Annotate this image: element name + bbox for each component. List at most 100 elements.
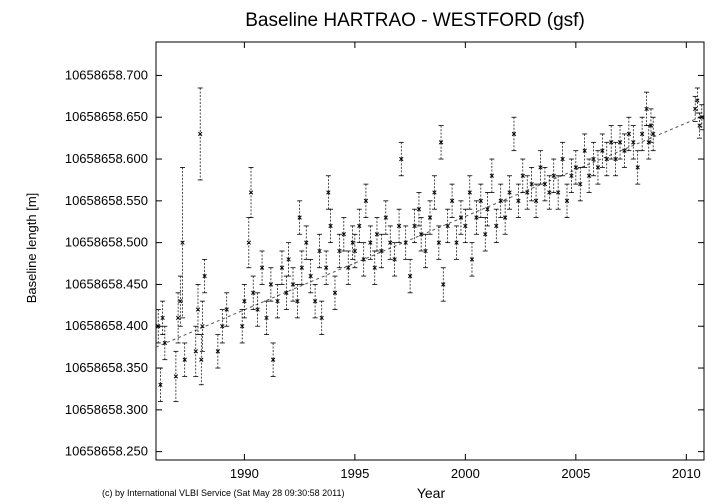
data-point [332, 290, 338, 295]
error-bar [336, 233, 342, 269]
error-bar [383, 200, 389, 235]
data-point [304, 240, 309, 245]
data-point-stroke [248, 190, 254, 195]
error-bar [341, 217, 347, 252]
data-point [403, 240, 408, 245]
data-point-stroke [695, 98, 700, 103]
data-point-stroke [507, 190, 512, 195]
error-bar [546, 175, 552, 210]
data-point [392, 257, 397, 262]
data-point [533, 198, 539, 203]
error-bar [312, 284, 318, 319]
data-point-stroke [240, 324, 245, 329]
data-point-stroke [489, 173, 495, 178]
error-bar [617, 125, 623, 160]
error-bar [392, 242, 398, 277]
data-point [644, 106, 649, 112]
data-point [308, 273, 313, 279]
data-point [341, 232, 346, 237]
data-point-stroke [259, 265, 265, 270]
data-point-stroke [516, 198, 521, 203]
data-point-stroke [436, 240, 441, 245]
y-tick-label: 10658658.600 [65, 151, 148, 166]
error-bar [299, 250, 305, 285]
data-point [695, 98, 700, 103]
data-point [270, 357, 276, 362]
error-bar [537, 150, 543, 185]
data-point-stroke [328, 223, 333, 229]
data-point [483, 232, 488, 237]
data-point [604, 156, 609, 162]
data-point [160, 315, 165, 321]
error-bar [635, 150, 641, 185]
data-point [586, 173, 592, 178]
data-point-stroke [308, 273, 313, 279]
error-bar [489, 158, 495, 193]
data-point [432, 190, 437, 195]
data-point-stroke [202, 273, 207, 279]
trend-line-group [155, 115, 705, 348]
data-point [198, 131, 203, 137]
data-point [199, 357, 204, 362]
data-point-stroke [494, 223, 499, 229]
data-point [328, 223, 333, 229]
x-tick-label: 1990 [230, 466, 259, 481]
data-point-stroke [200, 324, 205, 329]
data-point-stroke [396, 223, 402, 229]
data-point [463, 223, 468, 229]
data-point-stroke [556, 190, 561, 195]
data-point-stroke [586, 173, 592, 178]
data-point-stroke [569, 173, 574, 178]
data-point [631, 140, 636, 145]
data-point-stroke [474, 215, 479, 220]
data-point-stroke [498, 198, 503, 203]
data-point [268, 282, 274, 287]
data-point-stroke [379, 248, 384, 254]
error-bar [493, 208, 499, 244]
data-point-stroke [639, 131, 645, 137]
data-point [591, 156, 596, 162]
error-bar [650, 116, 656, 152]
error-bar [303, 225, 309, 260]
data-point [361, 257, 366, 262]
error-bar [604, 141, 610, 177]
data-point-stroke [162, 340, 167, 346]
data-point [284, 290, 289, 295]
y-axis-ticks: 10658658.250 10658658.300 10658658.350 1065… [65, 67, 704, 459]
data-point-stroke [341, 232, 346, 237]
data-point-stroke [458, 215, 464, 220]
error-bar [484, 192, 490, 227]
data-point-stroke [357, 223, 362, 229]
error-bar [418, 217, 424, 252]
data-point-stroke [299, 265, 304, 270]
data-point [379, 248, 384, 254]
error-bar [403, 225, 409, 260]
data-point-stroke [547, 190, 552, 195]
data-point-stroke [463, 223, 468, 229]
y-tick-label: 10658658.300 [65, 402, 148, 417]
data-point-stroke [651, 131, 656, 137]
data-point-stroke [648, 123, 654, 128]
error-bar [297, 200, 303, 235]
error-bar [699, 104, 705, 131]
data-point-stroke [251, 290, 256, 295]
data-point [202, 273, 207, 279]
chart-title: Baseline HARTRAO - WESTFORD (gsf) [245, 10, 585, 31]
error-bar [374, 217, 380, 252]
data-point [182, 357, 187, 362]
data-point-stroke [180, 240, 185, 245]
data-point [312, 299, 318, 304]
error-bar [591, 141, 597, 177]
data-point-stroke [445, 223, 450, 229]
data-point [368, 240, 373, 245]
error-bar [621, 133, 627, 168]
data-point-stroke [198, 131, 203, 137]
data-point-stroke [441, 282, 446, 287]
data-point-stroke [255, 307, 260, 312]
data-point-stroke [268, 282, 274, 287]
data-point-stroke [173, 374, 179, 379]
data-point-stroke [160, 315, 165, 321]
data-point [529, 181, 534, 187]
data-point-stroke [469, 257, 475, 262]
error-bar [608, 125, 614, 160]
